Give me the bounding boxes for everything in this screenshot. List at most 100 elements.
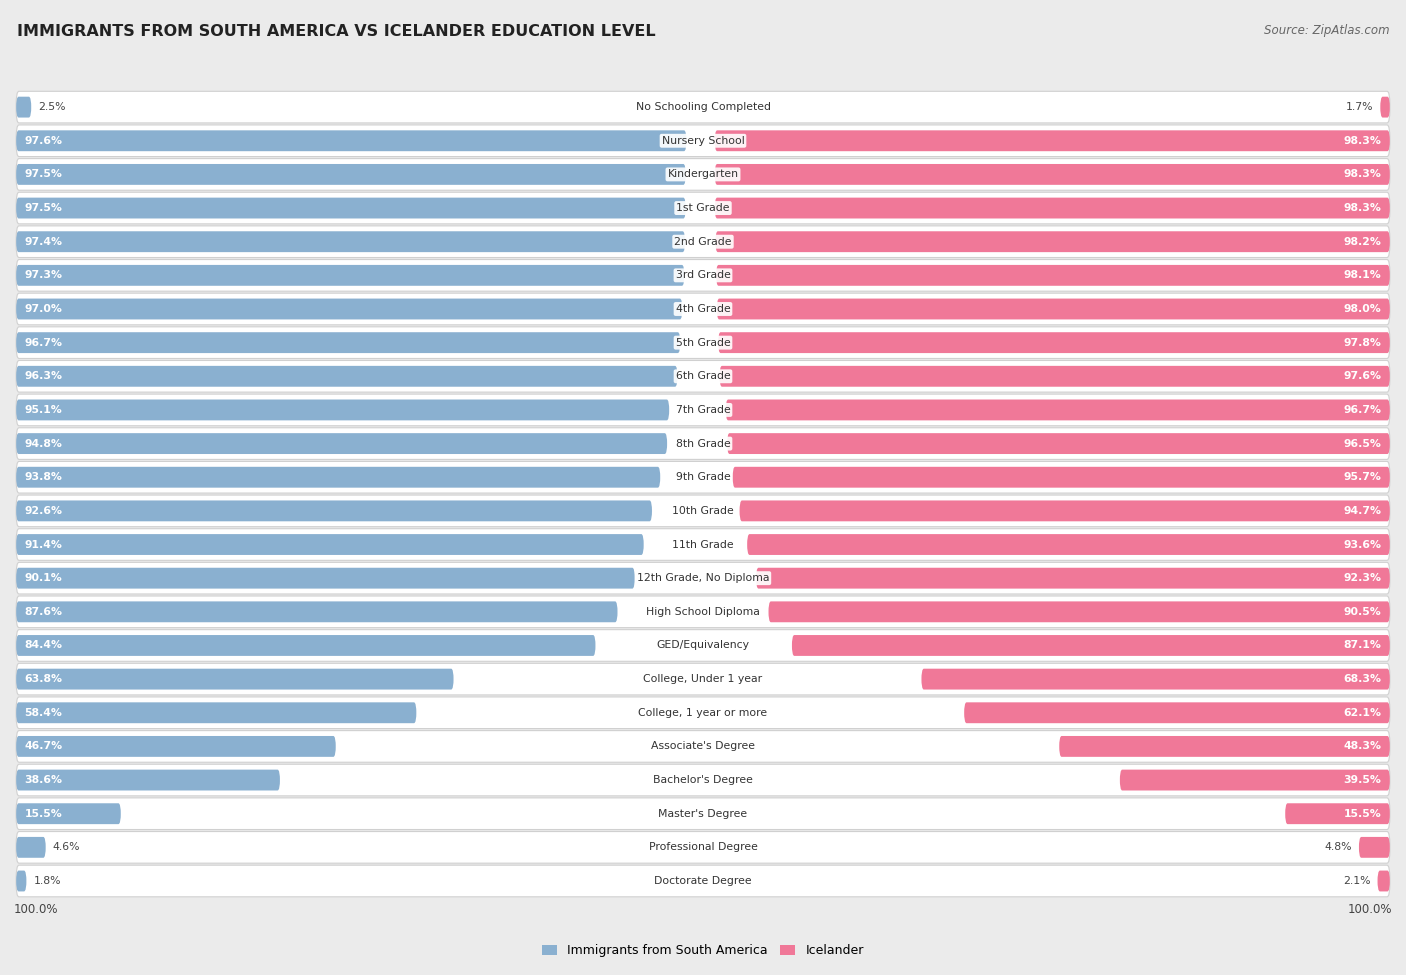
FancyBboxPatch shape — [921, 669, 1391, 689]
Text: 5th Grade: 5th Grade — [676, 337, 730, 348]
Text: 98.3%: 98.3% — [1344, 170, 1382, 179]
Text: 96.3%: 96.3% — [24, 371, 62, 381]
Text: 87.1%: 87.1% — [1344, 641, 1382, 650]
FancyBboxPatch shape — [15, 635, 596, 656]
FancyBboxPatch shape — [15, 92, 1391, 123]
Text: 39.5%: 39.5% — [1344, 775, 1382, 785]
Text: 90.1%: 90.1% — [24, 573, 62, 583]
FancyBboxPatch shape — [15, 394, 1391, 426]
Text: 3rd Grade: 3rd Grade — [675, 270, 731, 281]
Text: 97.5%: 97.5% — [24, 203, 62, 214]
Text: Bachelor's Degree: Bachelor's Degree — [652, 775, 754, 785]
FancyBboxPatch shape — [15, 366, 678, 387]
Text: 1.8%: 1.8% — [34, 876, 60, 886]
FancyBboxPatch shape — [733, 467, 1391, 488]
Text: 98.2%: 98.2% — [1344, 237, 1382, 247]
Text: 97.4%: 97.4% — [24, 237, 62, 247]
Text: Kindergarten: Kindergarten — [668, 170, 738, 179]
Text: 95.7%: 95.7% — [1344, 472, 1382, 483]
FancyBboxPatch shape — [15, 428, 1391, 459]
Text: 84.4%: 84.4% — [24, 641, 62, 650]
Text: 10th Grade: 10th Grade — [672, 506, 734, 516]
FancyBboxPatch shape — [15, 736, 336, 757]
FancyBboxPatch shape — [1381, 97, 1391, 118]
FancyBboxPatch shape — [714, 131, 1391, 151]
Text: Source: ZipAtlas.com: Source: ZipAtlas.com — [1264, 24, 1389, 37]
FancyBboxPatch shape — [15, 832, 1391, 863]
FancyBboxPatch shape — [756, 567, 1391, 589]
FancyBboxPatch shape — [740, 500, 1391, 522]
FancyBboxPatch shape — [15, 198, 686, 218]
Text: 62.1%: 62.1% — [1344, 708, 1382, 718]
Text: 97.0%: 97.0% — [24, 304, 62, 314]
Text: 92.3%: 92.3% — [1344, 573, 1382, 583]
FancyBboxPatch shape — [15, 663, 1391, 695]
FancyBboxPatch shape — [716, 231, 1391, 253]
Text: 1.7%: 1.7% — [1346, 102, 1374, 112]
FancyBboxPatch shape — [15, 192, 1391, 224]
Text: 4.8%: 4.8% — [1324, 842, 1353, 852]
FancyBboxPatch shape — [1285, 803, 1391, 824]
FancyBboxPatch shape — [15, 803, 121, 824]
FancyBboxPatch shape — [15, 159, 1391, 190]
FancyBboxPatch shape — [747, 534, 1391, 555]
FancyBboxPatch shape — [714, 164, 1391, 185]
FancyBboxPatch shape — [15, 798, 1391, 830]
FancyBboxPatch shape — [15, 265, 685, 286]
FancyBboxPatch shape — [15, 97, 31, 118]
FancyBboxPatch shape — [15, 500, 652, 522]
Text: 63.8%: 63.8% — [24, 674, 62, 684]
Text: 94.7%: 94.7% — [1344, 506, 1382, 516]
Text: High School Diploma: High School Diploma — [647, 606, 759, 617]
Text: 97.5%: 97.5% — [24, 170, 62, 179]
Text: 97.6%: 97.6% — [24, 136, 62, 146]
FancyBboxPatch shape — [15, 702, 416, 723]
FancyBboxPatch shape — [15, 669, 454, 689]
FancyBboxPatch shape — [15, 293, 1391, 325]
Text: Doctorate Degree: Doctorate Degree — [654, 876, 752, 886]
FancyBboxPatch shape — [769, 602, 1391, 622]
FancyBboxPatch shape — [15, 528, 1391, 561]
Text: 90.5%: 90.5% — [1344, 606, 1382, 617]
Text: 38.6%: 38.6% — [24, 775, 62, 785]
FancyBboxPatch shape — [15, 461, 1391, 493]
FancyBboxPatch shape — [727, 433, 1391, 454]
FancyBboxPatch shape — [718, 332, 1391, 353]
Text: 15.5%: 15.5% — [1344, 808, 1382, 819]
FancyBboxPatch shape — [1059, 736, 1391, 757]
FancyBboxPatch shape — [1358, 837, 1391, 858]
FancyBboxPatch shape — [716, 265, 1391, 286]
Text: 97.8%: 97.8% — [1344, 337, 1382, 348]
Text: 11th Grade: 11th Grade — [672, 539, 734, 550]
Text: 58.4%: 58.4% — [24, 708, 62, 718]
Text: 9th Grade: 9th Grade — [676, 472, 730, 483]
Text: 15.5%: 15.5% — [24, 808, 62, 819]
Text: College, 1 year or more: College, 1 year or more — [638, 708, 768, 718]
FancyBboxPatch shape — [15, 164, 686, 185]
FancyBboxPatch shape — [15, 630, 1391, 661]
Text: Associate's Degree: Associate's Degree — [651, 741, 755, 752]
FancyBboxPatch shape — [15, 769, 280, 791]
FancyBboxPatch shape — [15, 259, 1391, 292]
FancyBboxPatch shape — [15, 125, 1391, 157]
FancyBboxPatch shape — [725, 400, 1391, 420]
Text: 96.5%: 96.5% — [1344, 439, 1382, 448]
FancyBboxPatch shape — [15, 837, 46, 858]
Text: 97.3%: 97.3% — [24, 270, 62, 281]
FancyBboxPatch shape — [15, 730, 1391, 762]
Text: 93.6%: 93.6% — [1344, 539, 1382, 550]
Text: 96.7%: 96.7% — [1344, 405, 1382, 415]
Text: 46.7%: 46.7% — [24, 741, 62, 752]
FancyBboxPatch shape — [15, 697, 1391, 728]
FancyBboxPatch shape — [15, 602, 617, 622]
FancyBboxPatch shape — [15, 865, 1391, 897]
Text: 98.0%: 98.0% — [1344, 304, 1382, 314]
Text: Nursery School: Nursery School — [662, 136, 744, 146]
Text: 2nd Grade: 2nd Grade — [675, 237, 731, 247]
FancyBboxPatch shape — [720, 366, 1391, 387]
FancyBboxPatch shape — [15, 400, 669, 420]
Legend: Immigrants from South America, Icelander: Immigrants from South America, Icelander — [537, 939, 869, 962]
Text: No Schooling Completed: No Schooling Completed — [636, 102, 770, 112]
FancyBboxPatch shape — [15, 871, 27, 891]
FancyBboxPatch shape — [717, 298, 1391, 320]
